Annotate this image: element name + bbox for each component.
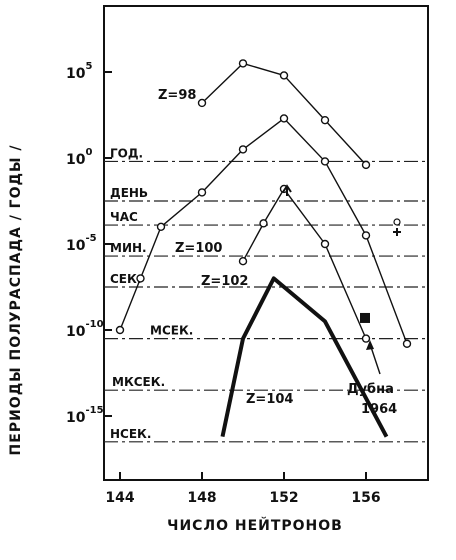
data-point (259, 219, 268, 228)
data-point (115, 325, 125, 335)
series-line (242, 188, 367, 339)
y-tick-label: 10-5 (66, 233, 97, 254)
data-point (361, 231, 371, 240)
y-tick-label: 100 (66, 147, 92, 168)
data-point (279, 71, 289, 80)
data-point (361, 334, 371, 343)
reference-line-label: ДЕНЬ (110, 186, 148, 200)
x-tick-label: 148 (187, 490, 216, 506)
series-label: Z=104 (246, 392, 293, 407)
x-tick-label: 144 (105, 490, 134, 506)
data-point (156, 222, 166, 232)
series-line (220, 276, 389, 438)
y-tick-label: 105 (66, 61, 92, 82)
data-point (238, 257, 248, 266)
y-tick-label: 10-10 (66, 319, 104, 340)
reference-line-label: СЕК. (110, 272, 141, 286)
series-label: Z=100 (175, 241, 222, 256)
data-point (320, 115, 330, 125)
series-label: Z=102 (201, 274, 248, 289)
data-point (197, 188, 207, 197)
data-point (238, 145, 248, 154)
annotation-year: 1964 (361, 402, 397, 417)
annotation-label: Дубна (347, 382, 394, 397)
upper-limit-arrow (282, 184, 292, 196)
reference-line-label: МИН. (110, 241, 147, 255)
series-label: Z=98 (158, 88, 196, 103)
x-tick-label: 156 (351, 490, 380, 506)
series-line (119, 117, 408, 345)
data-point (279, 114, 289, 123)
data-point (361, 160, 371, 170)
reference-line-label: МСЕК. (150, 324, 193, 338)
y-tick-label: 10-15 (66, 405, 104, 426)
reference-line-label: ГОД. (110, 146, 143, 160)
x-tick-label: 152 (269, 490, 298, 506)
dubna-marker (360, 312, 370, 323)
data-point (402, 339, 412, 348)
reference-line-label: ЧАС (110, 210, 138, 224)
data-point (320, 157, 330, 166)
reference-line-label: НСЕК. (110, 427, 151, 441)
data-point (136, 274, 145, 283)
data-point (197, 98, 207, 108)
data-point (320, 239, 330, 249)
y-axis-title: ПЕРИОДЫ ПОЛУРАСПАДА / ГОДЫ / (8, 145, 24, 456)
data-point (393, 218, 401, 226)
reference-line-label: МКСЕК. (112, 375, 165, 389)
data-point (238, 59, 248, 68)
annotation-arrowhead (366, 340, 374, 350)
x-axis-title: ЧИСЛО НЕЙТРОНОВ (167, 517, 343, 534)
data-point (393, 228, 401, 236)
